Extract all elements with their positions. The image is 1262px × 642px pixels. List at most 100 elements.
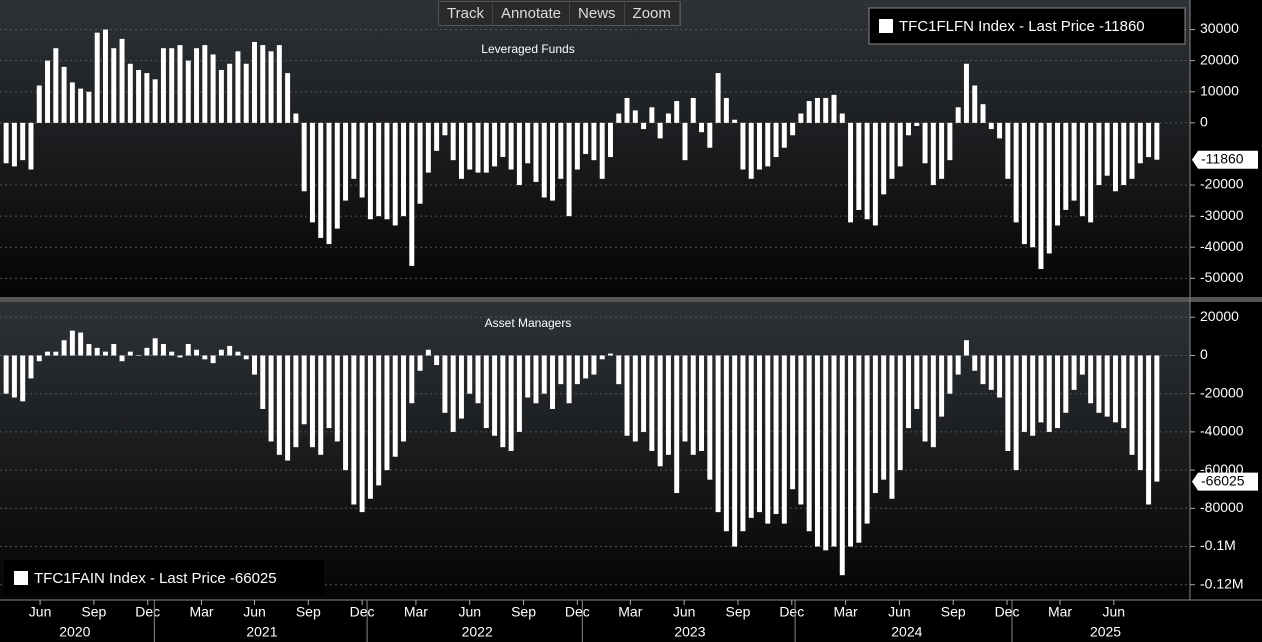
bar xyxy=(1096,122,1102,186)
bar xyxy=(723,355,729,532)
bar xyxy=(781,355,787,524)
bar xyxy=(119,355,125,362)
bar xyxy=(359,122,365,198)
bar xyxy=(260,45,266,123)
bar xyxy=(268,51,274,123)
bar xyxy=(906,355,911,429)
bar xyxy=(607,353,613,356)
bar xyxy=(641,355,647,432)
bar xyxy=(930,122,936,186)
x-tick-label: Sep xyxy=(81,604,106,620)
bar xyxy=(351,355,357,505)
bar xyxy=(872,122,878,226)
bar xyxy=(177,355,183,358)
bar xyxy=(748,122,754,179)
y-tick-label: -80000 xyxy=(1200,499,1244,515)
bar xyxy=(276,45,282,123)
bar xyxy=(1038,122,1044,270)
bar xyxy=(781,122,787,148)
bar xyxy=(334,122,340,229)
bar xyxy=(566,122,572,217)
last-price-tag xyxy=(1192,150,1258,169)
bar xyxy=(930,355,936,448)
bar xyxy=(848,355,854,547)
bar xyxy=(889,355,895,499)
bar xyxy=(285,355,291,461)
toolbar-button[interactable]: Track xyxy=(439,2,493,25)
bar xyxy=(831,94,837,123)
bar xyxy=(558,122,564,179)
bar xyxy=(45,60,51,123)
y-tick-label: 30000 xyxy=(1200,20,1239,36)
bar xyxy=(550,122,556,201)
bar xyxy=(61,340,67,356)
bar xyxy=(475,355,481,404)
bar xyxy=(194,349,200,356)
bar xyxy=(1112,355,1118,423)
bar xyxy=(36,355,42,362)
bar xyxy=(963,63,969,123)
bar xyxy=(160,48,166,123)
bar xyxy=(955,355,961,375)
y-tick-label: 0 xyxy=(1200,114,1208,130)
bar xyxy=(301,122,307,192)
x-tick-label: Jun xyxy=(1103,604,1126,620)
bar xyxy=(1079,355,1085,375)
bar xyxy=(914,355,920,409)
bar xyxy=(252,355,257,375)
bar xyxy=(765,122,771,167)
bar xyxy=(574,355,580,385)
y-tick-label: -50000 xyxy=(1200,269,1244,285)
bar xyxy=(235,51,241,123)
bar xyxy=(475,122,481,173)
bar xyxy=(1104,122,1110,176)
y-tick-label: 0 xyxy=(1200,346,1208,362)
toolbar-button[interactable]: Zoom xyxy=(625,2,680,25)
bar xyxy=(583,355,589,379)
bar xyxy=(823,97,829,123)
y-tick-label: -20000 xyxy=(1200,384,1244,400)
panel-title: Asset Managers xyxy=(485,316,572,330)
bar xyxy=(78,332,84,356)
y-tick-label: 20000 xyxy=(1200,51,1239,67)
bar xyxy=(218,349,224,356)
panel-bg xyxy=(0,302,1190,600)
x-tick-label: Jun xyxy=(243,604,266,620)
bar xyxy=(939,122,945,179)
bar xyxy=(872,355,878,494)
bar xyxy=(906,122,911,136)
bar xyxy=(616,113,622,123)
bar xyxy=(169,48,175,123)
bar xyxy=(1071,355,1077,390)
bar xyxy=(367,122,373,220)
bar xyxy=(881,122,887,195)
bar xyxy=(20,122,26,161)
legend-box xyxy=(868,7,1186,45)
bar xyxy=(715,73,721,123)
toolbar-button[interactable]: Annotate xyxy=(493,2,571,25)
bar xyxy=(326,355,332,429)
bar xyxy=(665,113,671,123)
bar xyxy=(218,69,224,123)
bar xyxy=(144,73,150,123)
bar xyxy=(1154,355,1160,482)
toolbar-button[interactable]: News xyxy=(570,2,625,25)
bar xyxy=(674,101,680,123)
bar xyxy=(550,355,556,409)
bar xyxy=(1146,355,1152,505)
year-label: 2024 xyxy=(891,624,922,640)
bar xyxy=(674,355,680,494)
bar xyxy=(806,101,812,123)
toolbar: Track Annotate News Zoom xyxy=(438,1,681,26)
bar xyxy=(740,122,746,170)
bar xyxy=(1096,355,1102,413)
bar xyxy=(988,355,994,390)
bar xyxy=(591,122,597,161)
bar xyxy=(11,355,17,398)
bar xyxy=(127,63,133,123)
bar xyxy=(657,122,663,139)
bar xyxy=(583,122,589,154)
bar xyxy=(533,122,539,182)
last-price-label: -11860 xyxy=(1201,150,1244,166)
